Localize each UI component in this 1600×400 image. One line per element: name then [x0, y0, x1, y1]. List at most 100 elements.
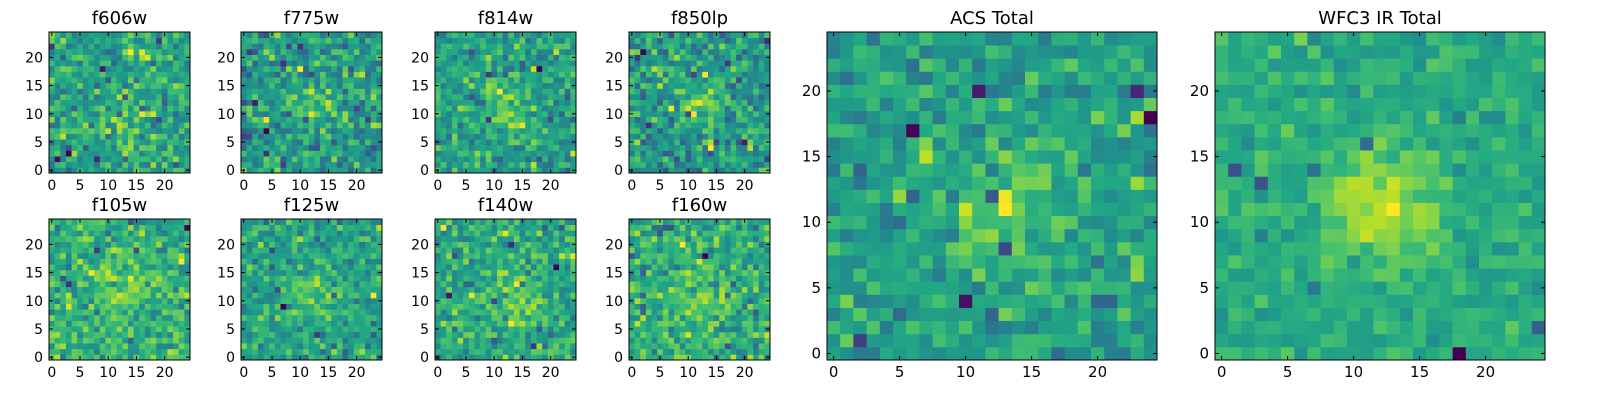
heatmap-cell [331, 116, 338, 123]
heatmap-cell [513, 326, 520, 333]
heatmap-cell [497, 241, 504, 248]
heatmap-cell [173, 337, 180, 344]
heatmap-cell [480, 269, 487, 276]
heatmap-cell [122, 133, 129, 140]
heatmap-cell [747, 139, 754, 146]
heatmap-cell [139, 122, 146, 129]
heatmap-cell [634, 161, 641, 168]
heatmap-cell [263, 241, 270, 248]
heatmap-cell [485, 122, 492, 129]
heatmap-cell [724, 88, 731, 95]
heatmap-cell [359, 354, 366, 361]
heatmap-cell [474, 264, 481, 271]
heatmap-cell [674, 354, 681, 361]
heatmap-cell [65, 343, 72, 350]
heatmap-cell [365, 65, 372, 72]
heatmap-cell [99, 326, 106, 333]
heatmap-cell [730, 326, 737, 333]
heatmap-cell [156, 331, 163, 338]
heatmap-cell [274, 77, 281, 84]
heatmap-cell [758, 144, 765, 151]
heatmap-cell [161, 82, 168, 89]
heatmap-cell [764, 60, 771, 67]
heatmap-cell [150, 252, 157, 259]
heatmap-cell [325, 48, 332, 55]
heatmap-cell [525, 54, 532, 61]
heatmap-cell [156, 219, 163, 226]
heatmap-cell [49, 133, 56, 140]
heatmap-cell [280, 241, 287, 248]
heatmap-cell [133, 122, 140, 129]
heatmap-cell [713, 326, 720, 333]
heatmap-cell [127, 133, 134, 140]
x-tick-label: 15 [514, 178, 532, 194]
heatmap-cell [65, 337, 72, 344]
heatmap-cell [257, 77, 264, 84]
heatmap-cell [553, 116, 560, 123]
heatmap-cell [559, 37, 566, 44]
heatmap-cell [184, 48, 191, 55]
heatmap-cell [365, 230, 372, 237]
heatmap-cell [559, 297, 566, 304]
heatmap-cell [319, 343, 326, 350]
heatmap-cell [564, 110, 571, 117]
heatmap-cell [468, 122, 475, 129]
heatmap-cell [674, 133, 681, 140]
heatmap-cell [707, 320, 714, 327]
heatmap-cell [150, 286, 157, 293]
heatmap-cell [252, 167, 259, 174]
heatmap-cell [446, 161, 453, 168]
heatmap-cell [542, 116, 549, 123]
heatmap-cell [502, 247, 509, 254]
heatmap-cell [435, 275, 442, 282]
heatmap-cell [502, 252, 509, 259]
heatmap-cell [679, 337, 686, 344]
heatmap-cell [54, 167, 61, 174]
heatmap-cell [252, 219, 259, 226]
heatmap-cell [508, 99, 515, 106]
heatmap-cell [65, 219, 72, 226]
heatmap-cell [519, 252, 526, 259]
heatmap-cell [480, 219, 487, 226]
heatmap-cell [303, 326, 310, 333]
heatmap-cell [319, 258, 326, 265]
heatmap-cell [257, 54, 264, 61]
heatmap-cell [291, 286, 298, 293]
heatmap-cell [474, 252, 481, 259]
heatmap-cell [77, 281, 84, 288]
heatmap-cell [480, 314, 487, 321]
heatmap-cell [553, 269, 560, 276]
heatmap-cell [691, 43, 698, 50]
heatmap-cell [370, 71, 377, 78]
heatmap-cell [508, 88, 515, 95]
heatmap-cell [308, 331, 315, 338]
heatmap-cell [105, 116, 112, 123]
heatmap-cell [463, 343, 470, 350]
heatmap-cell [127, 94, 134, 101]
heatmap-cell [702, 110, 709, 117]
heatmap-cell [536, 354, 543, 361]
heatmap-cell [65, 94, 72, 101]
heatmap-cell [497, 77, 504, 84]
heatmap-cell [71, 343, 78, 350]
heatmap-cell [127, 354, 134, 361]
heatmap-cell [342, 32, 349, 39]
heatmap-cell [691, 60, 698, 67]
heatmap-cell [376, 281, 383, 288]
heatmap-cell [365, 247, 372, 254]
heatmap-cell [645, 37, 652, 44]
heatmap-cell [463, 252, 470, 259]
heatmap-cell [99, 116, 106, 123]
heatmap-cell [570, 127, 577, 134]
heatmap-cell [468, 88, 475, 95]
heatmap-cell [736, 94, 743, 101]
heatmap-cell [88, 77, 95, 84]
heatmap-cell [139, 309, 146, 316]
heatmap-cell [463, 77, 470, 84]
heatmap-cell [564, 77, 571, 84]
heatmap-cell [167, 54, 174, 61]
heatmap-cell [457, 77, 464, 84]
heatmap-cell [246, 65, 253, 72]
heatmap-cell [246, 281, 253, 288]
heatmap-cell [435, 144, 442, 151]
